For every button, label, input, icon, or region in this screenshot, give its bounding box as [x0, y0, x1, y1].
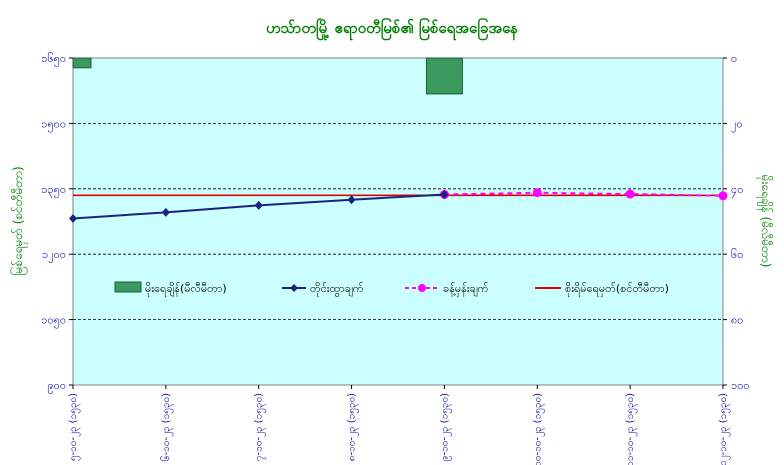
- x-tick-label: ၁၁-၁၀-၂၃ (၁၅၃၀): [625, 393, 638, 465]
- observed-point: [440, 189, 449, 199]
- forecast-point: [625, 189, 635, 199]
- y-right-tick-label: ၂၀: [731, 117, 743, 132]
- legend-forecast-label: ခန့်မှန်းချက်: [443, 282, 489, 297]
- forecast-line: [444, 191, 724, 197]
- x-tick-label: ၅-၁၀-၂၃ (၁၅၃၀): [68, 393, 81, 461]
- y-right-tick-label: ၁၀၀: [731, 379, 750, 392]
- axes: ၉၀၀ ၁၀၅၀ ၁၂၀၀ ၁၃၅၀ ၁၅၀၀ ၁၆၅၀ ၀၂၀၄၀၆၀၈၀၁၀၀၅-၁၀-…: [41, 52, 749, 465]
- observed-point: [161, 207, 170, 217]
- plot-area: [72, 57, 724, 386]
- y-left-tick-label: ၁၅၀၀: [41, 117, 66, 132]
- legend: မိုးရေချိန်(မီလီမီတာ) တိုင်းထွာချက် ခန့်မှ…: [114, 281, 669, 297]
- x-tick-label: ၇-၁၀-၂၃ (၁၅၃၀): [254, 393, 267, 461]
- rainfall-bar: [72, 57, 92, 69]
- x-tick-label: ၈-၁၀-၂၃ (၁၅၃၀): [347, 393, 360, 461]
- y-left-tick-label: ၁၀၅၀: [41, 314, 66, 329]
- y-left-tick-label: ၉၀၀: [47, 379, 66, 394]
- y-right-tick-label: ၄၀: [731, 183, 743, 198]
- x-tick-label: ၉-၁၀-၂၃ (၁၅၃၀): [439, 393, 452, 461]
- observed-point: [347, 195, 356, 205]
- grid-lines: [73, 123, 723, 321]
- observed-point: [254, 200, 263, 210]
- y-right-tick-label: ၈၀: [731, 314, 743, 327]
- y-axis-left-label: မြစ်ရေမှတ် (စင်တီမီတာ): [9, 166, 28, 275]
- forecast-point: [532, 188, 542, 198]
- forecast-point: [718, 191, 728, 201]
- rainfall-bar: [425, 57, 463, 95]
- rainfall-bars: [72, 57, 463, 95]
- y-left-tick-label: ၁၂၀၀: [42, 248, 66, 263]
- x-tick-label: ၆-၁၀-၂၃ (၁၅၃၀): [159, 393, 174, 461]
- series-lines: [69, 188, 728, 223]
- y-axis-right-label: မိုးရေချိန် (မီလီမီတာ): [756, 175, 774, 268]
- y-right-tick-label: ၆၀: [731, 248, 743, 261]
- y-left-tick-label: ၁၆၅၀: [41, 52, 66, 67]
- legend-observed-label: တိုင်းထွာချက်: [310, 282, 364, 297]
- y-right-tick-label: ၀: [731, 52, 737, 65]
- legend-rainfall-label: မိုးရေချိန်(မီလီမီတာ): [145, 282, 227, 297]
- legend-forecast-marker: [418, 284, 426, 292]
- observed-point: [69, 213, 77, 223]
- legend-observed-marker: [290, 284, 298, 292]
- legend-rainfall-swatch: [114, 281, 142, 293]
- legend-danger-label: စိုးရိမ်ရေမှတ်(စင်တီမီတာ): [565, 282, 669, 297]
- x-tick-label: ၁၂-၁၀-၂၃ (၁၅၃၀): [718, 393, 731, 465]
- y-left-tick-label: ၁၃၅၀: [41, 183, 66, 198]
- x-tick-label: ၁၀-၁၀-၂၃ (၁၅၃၀): [532, 393, 545, 465]
